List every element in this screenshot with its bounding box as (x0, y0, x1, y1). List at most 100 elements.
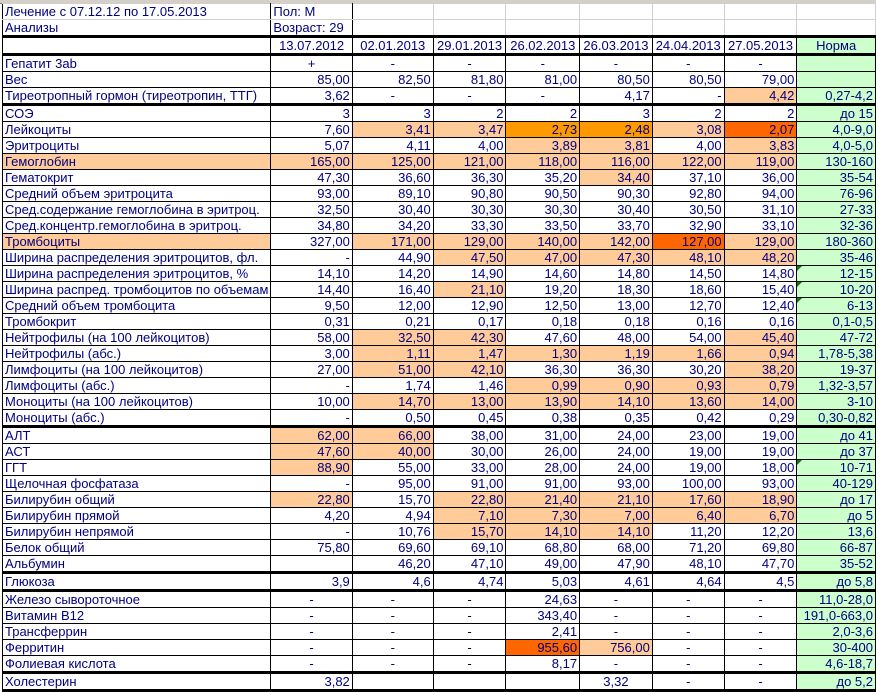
analyses-title[interactable]: Анализы (1, 19, 272, 37)
value-cell[interactable]: 116,00 (579, 153, 653, 170)
test-name-cell[interactable]: Билирубин непрямой (1, 523, 272, 540)
value-cell[interactable]: 3,62 (270, 87, 353, 105)
value-cell[interactable]: 3 (579, 103, 653, 122)
value-cell[interactable]: 0,16 (651, 313, 725, 330)
value-cell[interactable]: 0,18 (505, 313, 581, 330)
value-cell[interactable]: 32,50 (351, 329, 434, 346)
value-cell[interactable]: 30,30 (432, 201, 507, 218)
value-cell[interactable]: 12,70 (651, 297, 725, 314)
value-cell[interactable]: 0,94 (723, 345, 798, 362)
value-cell[interactable]: - (351, 639, 434, 656)
value-cell[interactable]: 48,10 (651, 555, 725, 573)
value-cell[interactable]: - (270, 523, 353, 540)
value-cell[interactable]: 82,50 (351, 71, 434, 88)
test-name-cell[interactable]: Моноциты (на 100 лейкоцитов) (1, 393, 272, 410)
norm-cell[interactable]: 3-10 (796, 393, 876, 410)
value-cell[interactable]: 7,00 (579, 507, 653, 524)
value-cell[interactable]: 81,00 (505, 71, 581, 88)
value-cell[interactable]: 14,20 (351, 265, 434, 282)
value-cell[interactable]: 33,70 (579, 217, 653, 234)
value-cell[interactable]: 5,07 (270, 137, 353, 154)
value-cell[interactable]: 24,00 (579, 443, 653, 460)
value-cell[interactable]: 7,10 (432, 507, 507, 524)
norm-cell[interactable]: 11,0-28,0 (796, 590, 876, 608)
test-name-cell[interactable]: АСТ (1, 443, 272, 460)
test-name-cell[interactable]: ГГТ (1, 459, 272, 476)
value-cell[interactable]: 4,64 (651, 571, 725, 592)
value-cell[interactable]: 14,40 (270, 281, 353, 298)
value-cell[interactable] (351, 671, 434, 692)
empty-cell[interactable] (351, 19, 434, 37)
value-cell[interactable]: 1,19 (579, 345, 653, 362)
value-cell[interactable]: 13,90 (505, 393, 581, 410)
norm-cell[interactable]: 12-15 (796, 265, 876, 282)
test-name-cell[interactable]: Холестерин (1, 671, 272, 692)
value-cell[interactable]: 13,00 (579, 297, 653, 314)
norm-cell[interactable]: 35-46 (796, 249, 876, 266)
value-cell[interactable]: 24,63 (505, 590, 581, 608)
value-cell[interactable]: 14,00 (723, 393, 798, 410)
value-cell[interactable]: 75,80 (270, 539, 353, 556)
value-cell[interactable]: 0,29 (723, 409, 798, 427)
norm-cell[interactable]: 27-33 (796, 201, 876, 218)
value-cell[interactable]: 10,00 (270, 393, 353, 410)
test-name-cell[interactable]: Ширина распределения эритроцитов, % (1, 265, 272, 282)
test-name-cell[interactable]: Глюкоза (1, 571, 272, 592)
comment-indicator-icon[interactable] (797, 298, 803, 303)
value-cell[interactable]: - (505, 87, 581, 105)
value-cell[interactable]: 756,00 (579, 639, 653, 656)
value-cell[interactable]: 22,80 (270, 491, 353, 508)
value-cell[interactable]: - (270, 249, 353, 266)
test-name-cell[interactable]: Витамин B12 (1, 607, 272, 624)
test-name-cell[interactable]: Щелочная фосфатаза (1, 475, 272, 492)
value-cell[interactable]: 12,90 (432, 297, 507, 314)
value-cell[interactable]: 2 (505, 103, 581, 122)
value-cell[interactable]: 955,60 (505, 639, 581, 656)
norm-cell[interactable]: до 5,8 (796, 571, 876, 592)
value-cell[interactable]: 51,00 (351, 361, 434, 378)
test-name-cell[interactable]: Сред.концентр.гемоглобина в эритроц. (1, 217, 272, 234)
value-cell[interactable]: 2,73 (505, 121, 581, 138)
date-header-0[interactable]: 13.07.2012 (270, 35, 353, 56)
value-cell[interactable]: 69,80 (723, 539, 798, 556)
date-header-5[interactable]: 24.04.2013 (651, 35, 725, 56)
value-cell[interactable]: 32,90 (651, 217, 725, 234)
value-cell[interactable]: 16,40 (351, 281, 434, 298)
norm-cell[interactable]: 1,32-3,57 (796, 377, 876, 394)
value-cell[interactable]: - (651, 623, 725, 640)
value-cell[interactable]: 4,6 (351, 571, 434, 592)
value-cell[interactable]: 5,03 (505, 571, 581, 592)
norm-cell[interactable]: 47-72 (796, 329, 876, 346)
value-cell[interactable]: 47,70 (723, 555, 798, 573)
empty-cell[interactable] (651, 19, 725, 37)
norm-cell[interactable]: 4,6-18,7 (796, 655, 876, 673)
norm-cell[interactable] (796, 71, 876, 88)
value-cell[interactable]: 47,90 (579, 555, 653, 573)
value-cell[interactable]: 95,00 (351, 475, 434, 492)
value-cell[interactable]: 48,20 (723, 249, 798, 266)
empty-cell[interactable] (723, 19, 798, 37)
test-name-cell[interactable]: Ширина распред. тромбоцитов по объемам (1, 281, 272, 298)
value-cell[interactable]: 7,30 (505, 507, 581, 524)
value-cell[interactable]: - (432, 590, 507, 608)
value-cell[interactable]: 100,00 (651, 475, 725, 492)
value-cell[interactable]: 93,00 (723, 475, 798, 492)
value-cell[interactable]: 129,00 (432, 233, 507, 250)
test-name-cell[interactable]: Нейтрофилы (на 100 лейкоцитов) (1, 329, 272, 346)
value-cell[interactable]: - (723, 671, 798, 692)
value-cell[interactable]: 1,47 (432, 345, 507, 362)
value-cell[interactable]: - (351, 87, 434, 105)
value-cell[interactable]: 36,30 (432, 169, 507, 186)
test-name-cell[interactable]: Железо сывороточное (1, 590, 272, 608)
value-cell[interactable]: 33,50 (505, 217, 581, 234)
norm-cell[interactable]: 0,1-0,5 (796, 313, 876, 330)
value-cell[interactable]: 81,80 (432, 71, 507, 88)
value-cell[interactable]: 8,17 (505, 655, 581, 673)
norm-cell[interactable]: до 15 (796, 103, 876, 122)
value-cell[interactable]: 47,30 (579, 249, 653, 266)
header-blank-cell[interactable] (1, 35, 272, 56)
value-cell[interactable]: 27,00 (270, 361, 353, 378)
empty-cell[interactable] (505, 19, 581, 37)
value-cell[interactable]: - (270, 623, 353, 640)
value-cell[interactable]: 3,9 (270, 571, 353, 592)
